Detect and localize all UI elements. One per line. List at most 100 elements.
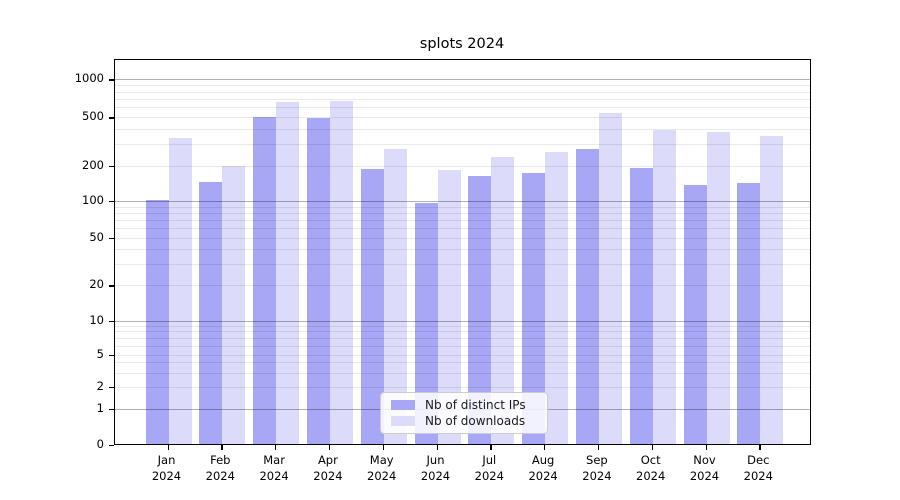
y-tick-label: 20 [89,277,104,292]
gridline-minor [115,206,810,208]
y-tick-mark [108,79,114,81]
x-tick-label-mar: Mar 2024 [259,453,289,483]
bar-ips-jun [414,202,438,444]
gridline-minor [115,212,810,214]
x-tick-label-feb: Feb 2024 [205,453,235,483]
x-tick-label-jan: Jan 2024 [151,453,182,483]
bar-downloads-jul [491,156,515,444]
gridline-minor [115,129,810,131]
y-tick-label: 500 [82,109,104,124]
gridline-minor [115,362,810,364]
legend-swatch-distinct-ips [391,399,415,410]
x-tick-label-nov: Nov 2024 [689,453,720,483]
gridline-minor [115,107,810,109]
x-axis-labels: Jan 2024 Feb 2024 Mar 2024 Apr 2024 May 2024 Jun 20… [114,443,809,493]
plot-area [108,59,811,451]
bar-downloads-oct [652,130,676,444]
x-tick-mark [167,445,169,451]
gridline-minor [115,285,810,287]
legend: Nb of distinct IPs Nb of downloads [380,392,548,434]
x-tick-mark [436,445,438,451]
gridline-minor [115,345,810,347]
gridline-minor [115,98,810,100]
bar-ips-apr [306,118,330,444]
bar-ips-sep [575,148,599,444]
gridline-minor [115,85,810,87]
bar-ips-jan [145,199,169,444]
x-tick-mark [705,445,707,451]
bar-downloads-feb [222,166,246,444]
gridline-minor [115,264,810,266]
gridline-minor [115,372,810,374]
y-tick-label: 0 [96,436,104,451]
bar-ips-mar [253,116,277,444]
bar-downloads-jun [437,169,461,444]
gridline-major [115,79,810,81]
bar-ips-jul [468,175,492,444]
bar-downloads-aug [545,151,569,444]
gridline-major [115,201,810,202]
y-tick-mark [108,444,114,446]
y-axis-labels: 0 1 2 5 10 20 50 100 200 500 1000 [0,59,114,450]
gridline-minor [115,387,810,388]
y-tick-mark [108,117,114,119]
gridline-minor [115,237,810,239]
y-tick-label: 100 [82,193,104,207]
gridline-minor [115,249,810,251]
x-tick-label-dec: Dec 2024 [743,453,773,483]
y-tick-mark [108,285,114,287]
x-tick-mark [651,445,653,451]
x-tick-mark [544,445,546,451]
legend-item-distinct-ips: Nb of distinct IPs [381,398,547,412]
x-tick-mark [275,445,277,451]
legend-swatch-downloads [391,416,415,427]
x-tick-label-jun: Jun 2024 [420,453,451,483]
bar-ips-dec [737,182,761,444]
x-tick-mark [328,445,331,451]
y-tick-mark [108,387,114,389]
x-tick-mark [759,445,761,451]
y-tick-label: 50 [89,229,104,244]
bar-ips-feb [199,182,223,444]
gridline-minor [115,166,810,167]
y-tick-mark [108,237,114,239]
bar-downloads-may [383,148,407,444]
y-tick-mark [108,354,114,356]
bar-ips-aug [522,172,546,444]
y-tick-mark [108,320,114,322]
x-tick-label-aug: Aug 2024 [528,453,558,483]
bar-ips-may [360,169,384,444]
gridline-minor [115,144,810,146]
gridline-minor [115,91,810,93]
y-tick-mark [108,201,114,203]
x-tick-mark [490,445,492,451]
y-tick-label: 1000 [74,71,104,86]
x-tick-mark [597,445,600,451]
y-tick-label: 1 [96,400,104,415]
x-tick-mark [221,445,223,451]
bar-downloads-sep [598,112,622,444]
gridline-major [115,320,810,322]
x-tick-label-may: May 2024 [367,453,397,483]
x-tick-mark [382,445,384,451]
gridline-minor [115,331,810,333]
chart-title: splots 2024 [419,36,505,52]
gridline-minor [115,228,810,230]
x-tick-label-oct: Oct 2024 [636,453,666,483]
y-tick-mark [108,408,114,410]
legend-label-distinct-ips: Nb of distinct IPs [425,397,526,412]
bar-ips-nov [683,184,707,444]
gridline-minor [115,337,810,339]
bar-downloads-apr [329,100,353,444]
legend-label-downloads: Nb of downloads [425,414,526,429]
gridline-minor [115,354,810,356]
y-tick-label: 5 [96,346,104,361]
x-tick-label-jul: Jul 2024 [474,453,504,483]
gridline-minor [115,117,810,119]
x-tick-label-apr: Apr 2024 [313,453,343,483]
y-tick-mark [108,166,114,168]
bar-downloads-nov [706,132,730,444]
x-tick-label-sep: Sep 2024 [582,453,612,483]
gridline-minor [115,219,810,221]
bar-ips-oct [629,168,653,444]
